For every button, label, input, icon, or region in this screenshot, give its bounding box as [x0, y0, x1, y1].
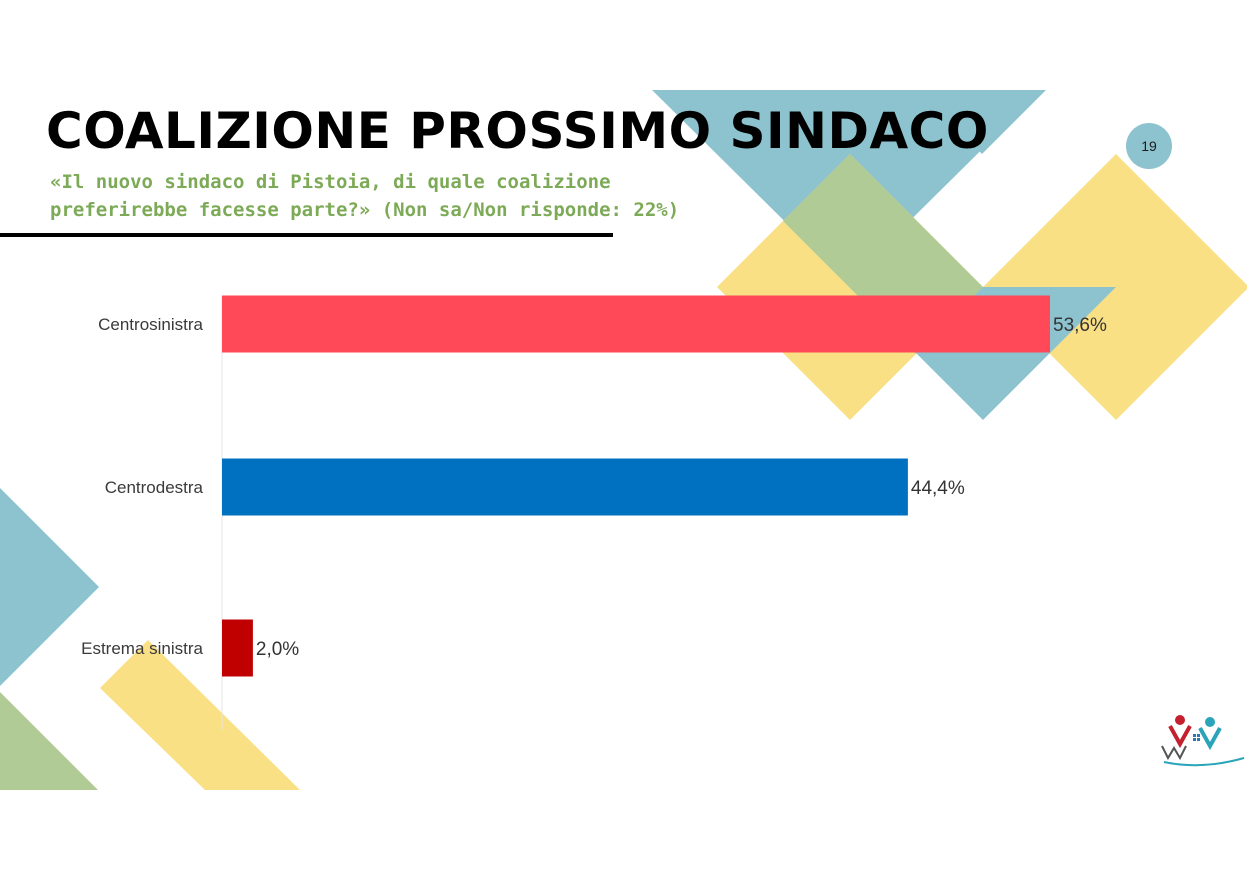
question-subtitle: «Il nuovo sindaco di Pistoia, di quale c…: [50, 168, 770, 224]
subtitle-line-2: preferirebbe facesse parte?» (Non sa/Non…: [50, 199, 680, 221]
winpoll-logo: [1161, 715, 1245, 767]
page-title: COALIZIONE PROSSIMO SINDACO: [46, 102, 989, 160]
title-underline: [0, 233, 613, 237]
bar-centrosinistra: [222, 295, 1050, 353]
yellow-band-bottom: [100, 640, 300, 790]
green-triangle-corner: [0, 692, 98, 790]
bar-centrodestra: [222, 458, 908, 516]
page-number-badge: 19: [1126, 123, 1172, 169]
value-label: 2,0%: [256, 639, 299, 660]
teal-triangle-small: [918, 90, 1046, 154]
category-label: Estrema sinistra: [81, 639, 203, 658]
category-label: Centrodestra: [105, 478, 204, 497]
category-label: Centrosinistra: [98, 315, 203, 334]
value-label: 53,6%: [1053, 315, 1107, 336]
value-label: 44,4%: [911, 478, 965, 499]
teal-triangle-left: [0, 488, 99, 686]
subtitle-line-1: «Il nuovo sindaco di Pistoia, di quale c…: [50, 171, 611, 193]
bar-estrema-sinistra: [222, 619, 253, 677]
